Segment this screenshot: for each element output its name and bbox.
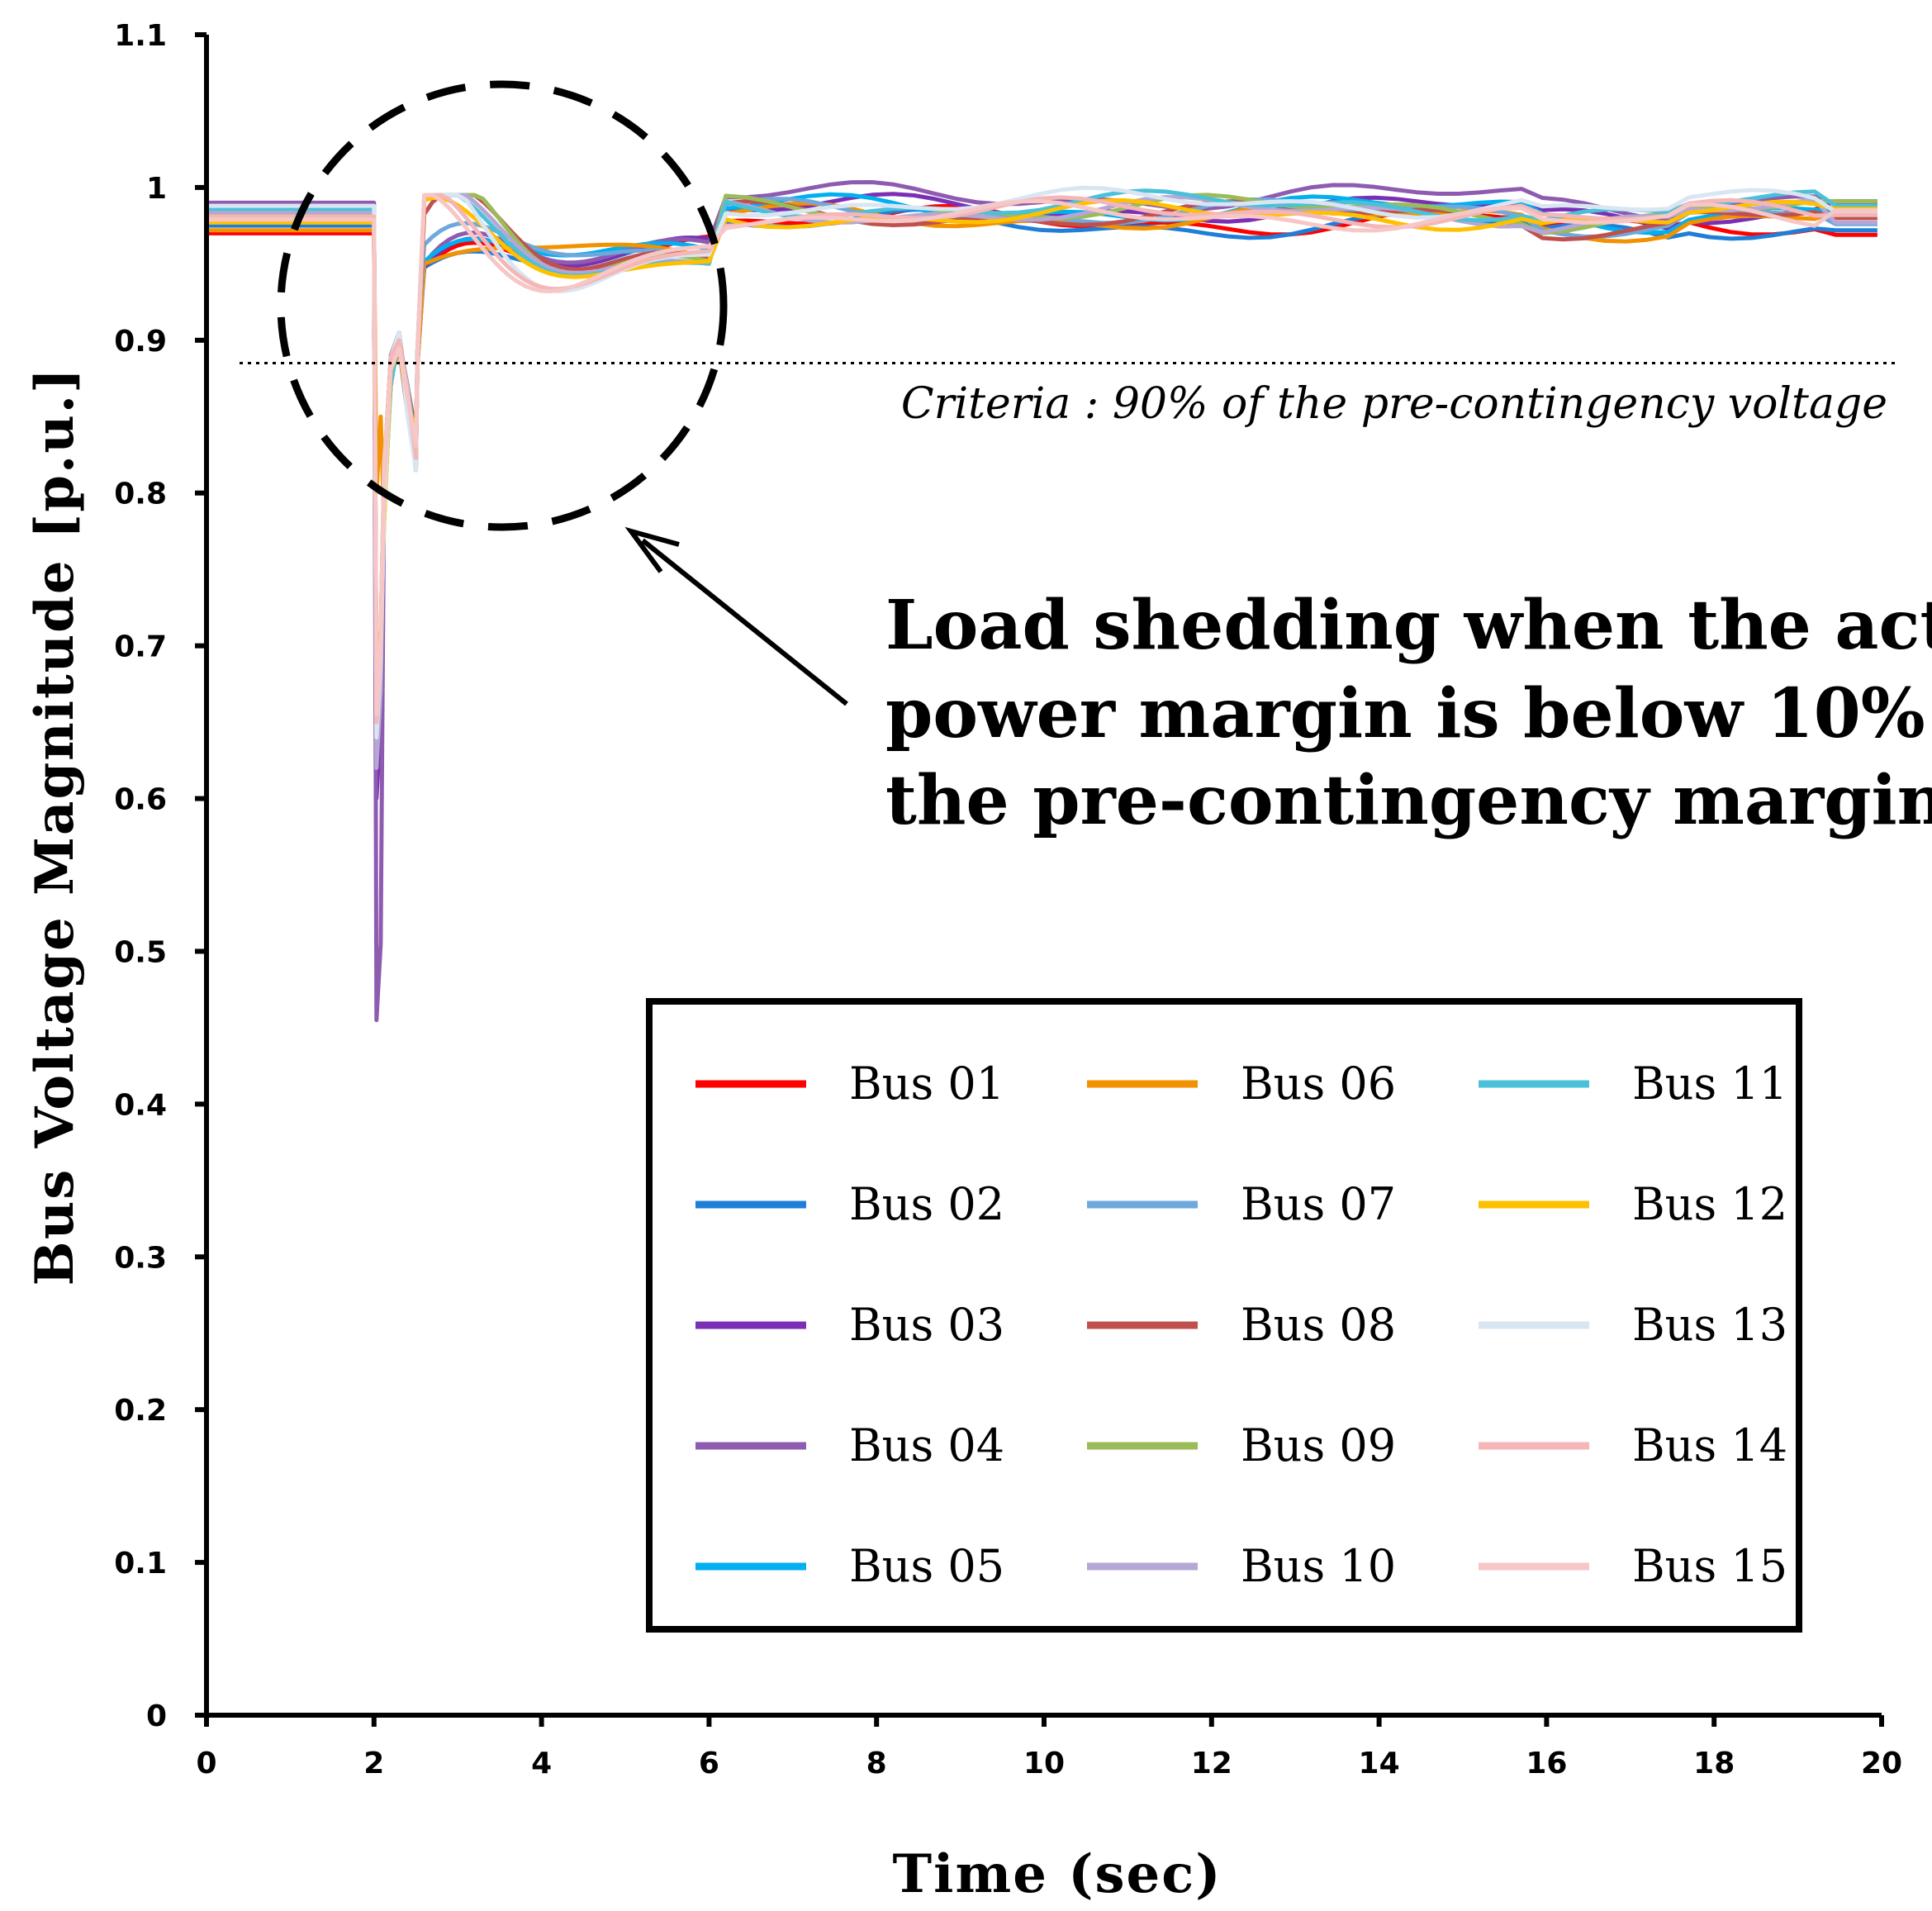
series-line-bus-02 [206, 207, 1877, 755]
x-tick-label: 12 [1191, 1747, 1232, 1780]
x-tick-label: 4 [531, 1747, 552, 1780]
y-tick-label: 0.8 [114, 478, 167, 511]
y-tick-label: 0.4 [114, 1088, 167, 1122]
legend-label: Bus 09 [1241, 1419, 1396, 1471]
annotation-text-group: Load shedding when the active power marg… [885, 586, 1932, 840]
y-ticks: 0 0.1 0.2 0.3 0.4 0.5 0.6 0.7 0.8 0.9 1 1.1 [114, 19, 206, 1733]
legend-label: Bus 13 [1632, 1299, 1787, 1351]
legend-label: Bus 01 [849, 1058, 1004, 1110]
x-axis-title: Time (sec) [893, 1843, 1222, 1905]
legend-label: Bus 02 [849, 1178, 1004, 1230]
y-tick-label: 0.5 [114, 935, 167, 969]
annotation-line-2: power margin is below 10% of [885, 674, 1932, 753]
x-tick-label: 18 [1693, 1747, 1735, 1780]
y-tick-label: 0.6 [114, 783, 167, 817]
legend: Bus 01 Bus 02 Bus 03 Bus 04 Bus 05 Bus 06 Bus … [646, 998, 1802, 1633]
y-tick-label: 1.1 [114, 19, 167, 53]
plot-series-layer [206, 180, 1877, 1023]
series-line-bus-14 [206, 193, 1877, 725]
y-tick-label: 1 [146, 172, 167, 206]
x-ticks: 0 2 4 6 8 10 12 14 16 18 20 [196, 1715, 1902, 1780]
legend-label: Bus 15 [1632, 1540, 1787, 1592]
annotation-arrow [641, 538, 848, 706]
legend-label: Bus 08 [1241, 1299, 1396, 1351]
x-tick-label: 2 [363, 1747, 384, 1780]
legend-label: Bus 11 [1632, 1058, 1787, 1110]
x-tick-label: 16 [1526, 1747, 1567, 1780]
annotation-line-1: Load shedding when the active [885, 586, 1932, 665]
y-tick-label: 0 [146, 1699, 167, 1733]
legend-label: Bus 10 [1241, 1540, 1396, 1592]
series-line-bus-13 [206, 185, 1877, 740]
annotation-line-3: the pre-contingency margin [885, 761, 1932, 840]
y-tick-label: 0.9 [114, 325, 167, 359]
y-tick-label: 0.2 [114, 1394, 167, 1428]
x-tick-label: 14 [1359, 1747, 1400, 1780]
criteria-label: Criteria : 90% of the pre-contingency vo… [901, 379, 1887, 429]
legend-label: Bus 12 [1632, 1178, 1787, 1230]
series-line-bus-05 [206, 192, 1877, 732]
legend-label: Bus 04 [849, 1419, 1004, 1471]
legend-box [646, 998, 1802, 1633]
legend-label: Bus 14 [1632, 1419, 1787, 1471]
legend-label: Bus 03 [849, 1299, 1004, 1351]
series-line-bus-15 [206, 193, 1877, 717]
legend-label: Bus 07 [1241, 1178, 1396, 1230]
x-tick-label: 20 [1861, 1747, 1902, 1780]
y-tick-label: 0.7 [114, 630, 167, 664]
highlight-circle [277, 80, 728, 531]
legend-label: Bus 06 [1241, 1058, 1396, 1110]
y-tick-label: 0.1 [114, 1547, 167, 1581]
legend-label: Bus 05 [849, 1540, 1004, 1592]
x-tick-label: 6 [699, 1747, 719, 1780]
y-tick-label: 0.3 [114, 1241, 167, 1275]
y-axis-title: Bus Voltage Magnitude [p.u.] [24, 367, 86, 1286]
x-tick-label: 8 [866, 1747, 887, 1780]
x-tick-label: 10 [1023, 1747, 1065, 1780]
annotation-arrowhead [624, 526, 680, 573]
x-tick-label: 0 [196, 1747, 216, 1780]
